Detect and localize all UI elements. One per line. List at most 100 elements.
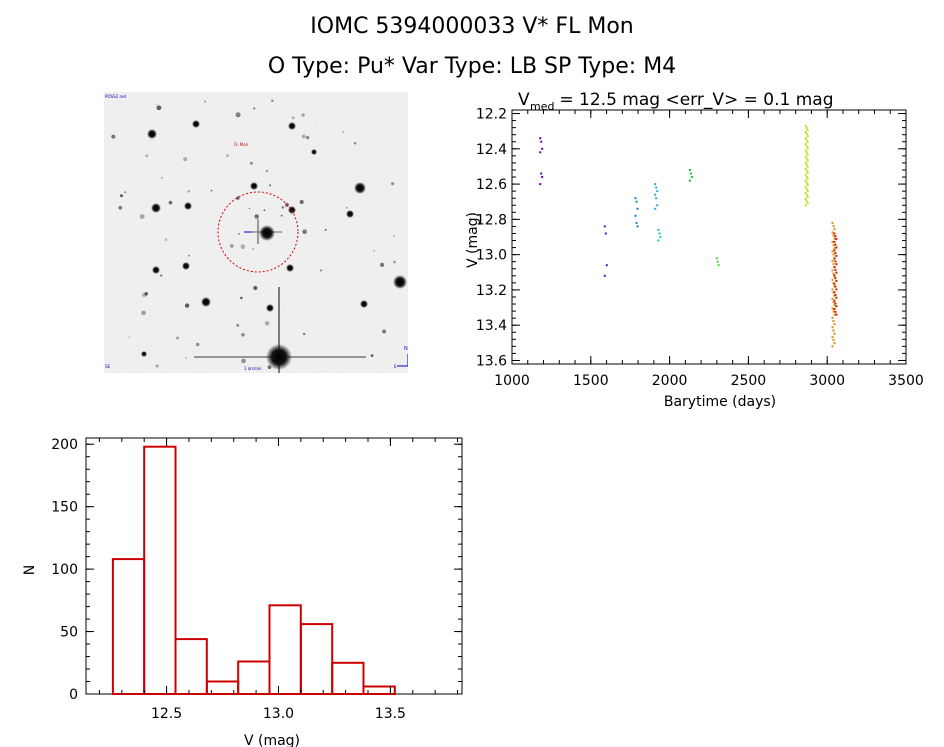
data-point (541, 147, 544, 150)
star (118, 205, 123, 210)
data-point (804, 124, 807, 127)
data-point (835, 263, 838, 266)
data-point (834, 268, 837, 271)
lightcurve-title-rest: = 12.5 mag <err_V> = 0.1 mag (554, 90, 834, 110)
data-point (689, 172, 692, 175)
data-point (806, 141, 809, 144)
star (253, 285, 258, 291)
y-tick-label: 100 (51, 562, 78, 578)
y-tick-label: 12.4 (476, 142, 507, 158)
y-tick-label: 12.2 (476, 107, 507, 123)
star (311, 149, 317, 155)
data-point (655, 186, 658, 189)
x-tick-label: 1500 (573, 373, 609, 389)
star (201, 297, 211, 307)
data-point (806, 153, 809, 156)
data-point (657, 228, 660, 231)
data-point (804, 198, 807, 201)
star (271, 99, 274, 102)
star (226, 154, 229, 157)
star (252, 247, 255, 250)
lightcurve-ylabel: V (mag) (465, 212, 481, 268)
data-point (806, 177, 809, 180)
star (345, 206, 348, 209)
star (152, 266, 160, 274)
bright-star (194, 287, 366, 373)
data-point (603, 225, 606, 228)
data-point (716, 260, 719, 263)
star (120, 194, 123, 198)
data-point (834, 235, 837, 238)
data-point (806, 147, 809, 150)
data-point (804, 173, 807, 176)
data-point (806, 128, 809, 131)
star (192, 120, 200, 128)
y-tick-label: 13.6 (476, 353, 507, 369)
data-point (833, 257, 836, 260)
star (164, 238, 168, 241)
data-point (656, 190, 659, 193)
star (144, 292, 148, 296)
star (204, 100, 206, 103)
data-point (805, 145, 808, 148)
y-tick-label: 0 (69, 687, 78, 703)
data-point (539, 183, 542, 186)
data-point (805, 157, 808, 160)
star (324, 228, 327, 231)
histogram-bar (143, 445, 177, 696)
data-point (654, 183, 657, 186)
histogram-ylabel: N (22, 565, 38, 575)
star (354, 182, 366, 194)
data-point (833, 237, 836, 240)
data-point (806, 159, 809, 162)
data-point (805, 151, 808, 154)
data-point (831, 259, 834, 262)
image-label-se: SE (105, 364, 111, 369)
star (183, 157, 188, 162)
data-point (834, 252, 837, 255)
data-point (834, 285, 837, 288)
data-point (831, 231, 834, 234)
histogram-chart: 12.5 13.0 13.5 0 50 100 150 200 V (mag) N (22, 437, 463, 747)
star (176, 336, 180, 340)
image-label-east: E (394, 364, 397, 369)
data-point (833, 240, 836, 243)
data-point (655, 197, 658, 200)
data-point (658, 232, 661, 235)
star (168, 200, 173, 205)
data-point (805, 200, 808, 203)
data-point (834, 277, 837, 280)
data-point (835, 280, 838, 282)
data-point (833, 342, 836, 345)
star (235, 112, 241, 118)
data-point (831, 307, 834, 310)
star (124, 191, 127, 194)
star (301, 134, 306, 139)
data-point (832, 329, 835, 332)
data-point (833, 228, 836, 231)
data-point (834, 310, 837, 313)
data-point (832, 272, 835, 275)
star (353, 141, 357, 145)
data-point (806, 202, 809, 205)
data-point (635, 200, 638, 203)
image-label-survey: POSS2 red (105, 94, 126, 99)
x-tick-label: 2000 (652, 373, 688, 389)
lightcurve-chart: V med = 12.5 mag <err_V> = 0.1 mag 1000 1… (465, 90, 924, 410)
image-label-star: FL Mon (234, 142, 249, 147)
data-point (831, 335, 834, 338)
histogram-bar (331, 661, 365, 696)
star (236, 196, 240, 200)
histogram-bar (299, 623, 334, 696)
data-point (690, 176, 693, 178)
data-point (831, 345, 834, 348)
star (253, 107, 256, 110)
star (291, 116, 295, 120)
star (286, 264, 294, 272)
data-point (656, 204, 659, 207)
histogram-bar (268, 604, 302, 695)
data-point (835, 271, 838, 274)
star (187, 190, 191, 193)
star (302, 229, 307, 234)
y-tick-label: 13.0 (476, 248, 507, 264)
